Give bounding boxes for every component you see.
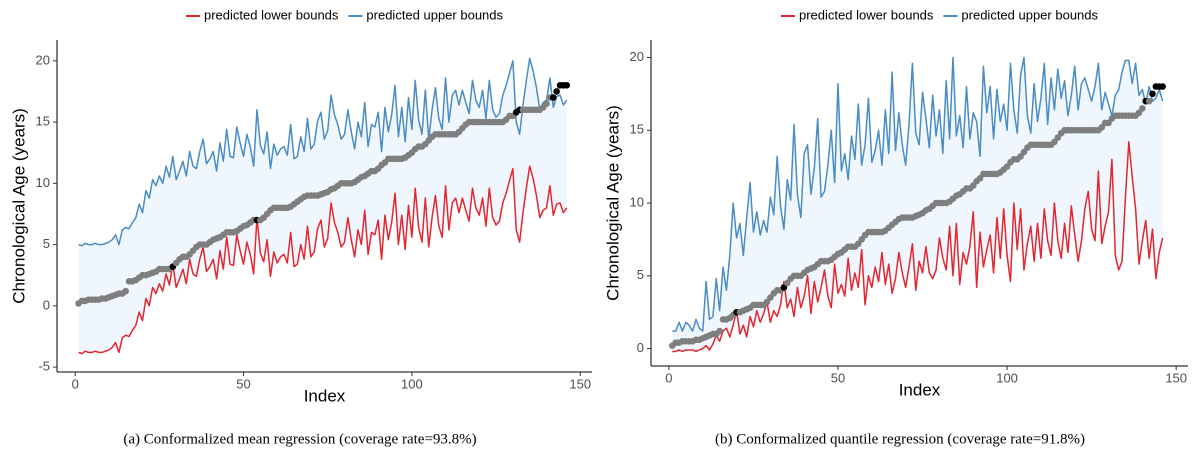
observed-point: [122, 287, 129, 295]
bound-line: [672, 56, 1164, 332]
legend-label: predicted lower bounds: [204, 7, 339, 22]
y-axis-title: Chronological Age (years): [603, 105, 622, 301]
y-tick-label: 20: [630, 49, 644, 64]
legend-label: predicted upper bounds: [961, 7, 1098, 22]
x-tick-label: 0: [665, 370, 672, 385]
caption: (a) Conformalized mean regression (cover…: [123, 431, 476, 447]
observed-point: [1139, 105, 1146, 112]
y-tick-label: 15: [36, 114, 50, 129]
y-tick-label: 0: [43, 297, 50, 312]
observed-point: [543, 100, 550, 108]
legend: predicted lower bounds predicted upper bo…: [185, 7, 504, 22]
panel: 0 5 10 15 20 0 50 100 150 Index Chronological Age …: [603, 7, 1188, 447]
y-tick-label: 0: [637, 340, 644, 355]
y-tick-label: -5: [38, 359, 50, 374]
observed-point: [716, 327, 723, 335]
x-tick-label: 50: [831, 370, 845, 385]
legend-label: predicted lower bounds: [799, 7, 934, 22]
y-tick-label: 5: [637, 267, 644, 282]
legend: predicted lower bounds predicted upper bo…: [780, 7, 1099, 22]
x-tick-label: 150: [569, 376, 591, 391]
panel: -5 0 5 10 15 20 0 50 100 150 Index Chronological Ag…: [9, 7, 592, 447]
bound-line: [78, 57, 568, 247]
y-tick-label: 15: [630, 122, 644, 137]
caption: (b) Conformalized quantile regression (c…: [715, 431, 1085, 447]
legend-label: predicted upper bounds: [366, 7, 503, 22]
x-tick-label: 100: [401, 376, 423, 391]
observed-point: [1149, 90, 1156, 98]
observed-point: [549, 94, 557, 101]
bound-line: [78, 165, 568, 355]
observed-point: [1159, 83, 1166, 90]
y-tick-label: 20: [36, 52, 50, 67]
x-axis-title: Index: [304, 386, 346, 405]
bound-line: [672, 141, 1164, 353]
y-tick-label: 5: [43, 236, 50, 251]
observed-point: [1145, 97, 1153, 105]
observed-point: [563, 82, 571, 89]
x-tick-label: 100: [996, 370, 1018, 385]
x-tick-label: 150: [1165, 370, 1187, 385]
observed-point: [553, 88, 560, 95]
y-tick-label: 10: [36, 175, 50, 190]
y-tick-label: 10: [630, 194, 644, 209]
x-tick-label: 50: [236, 376, 250, 391]
x-tick-label: 0: [72, 376, 79, 391]
x-axis-title: Index: [899, 380, 941, 399]
y-axis-title: Chronological Age (years): [9, 108, 28, 304]
interval-band: [78, 58, 567, 354]
